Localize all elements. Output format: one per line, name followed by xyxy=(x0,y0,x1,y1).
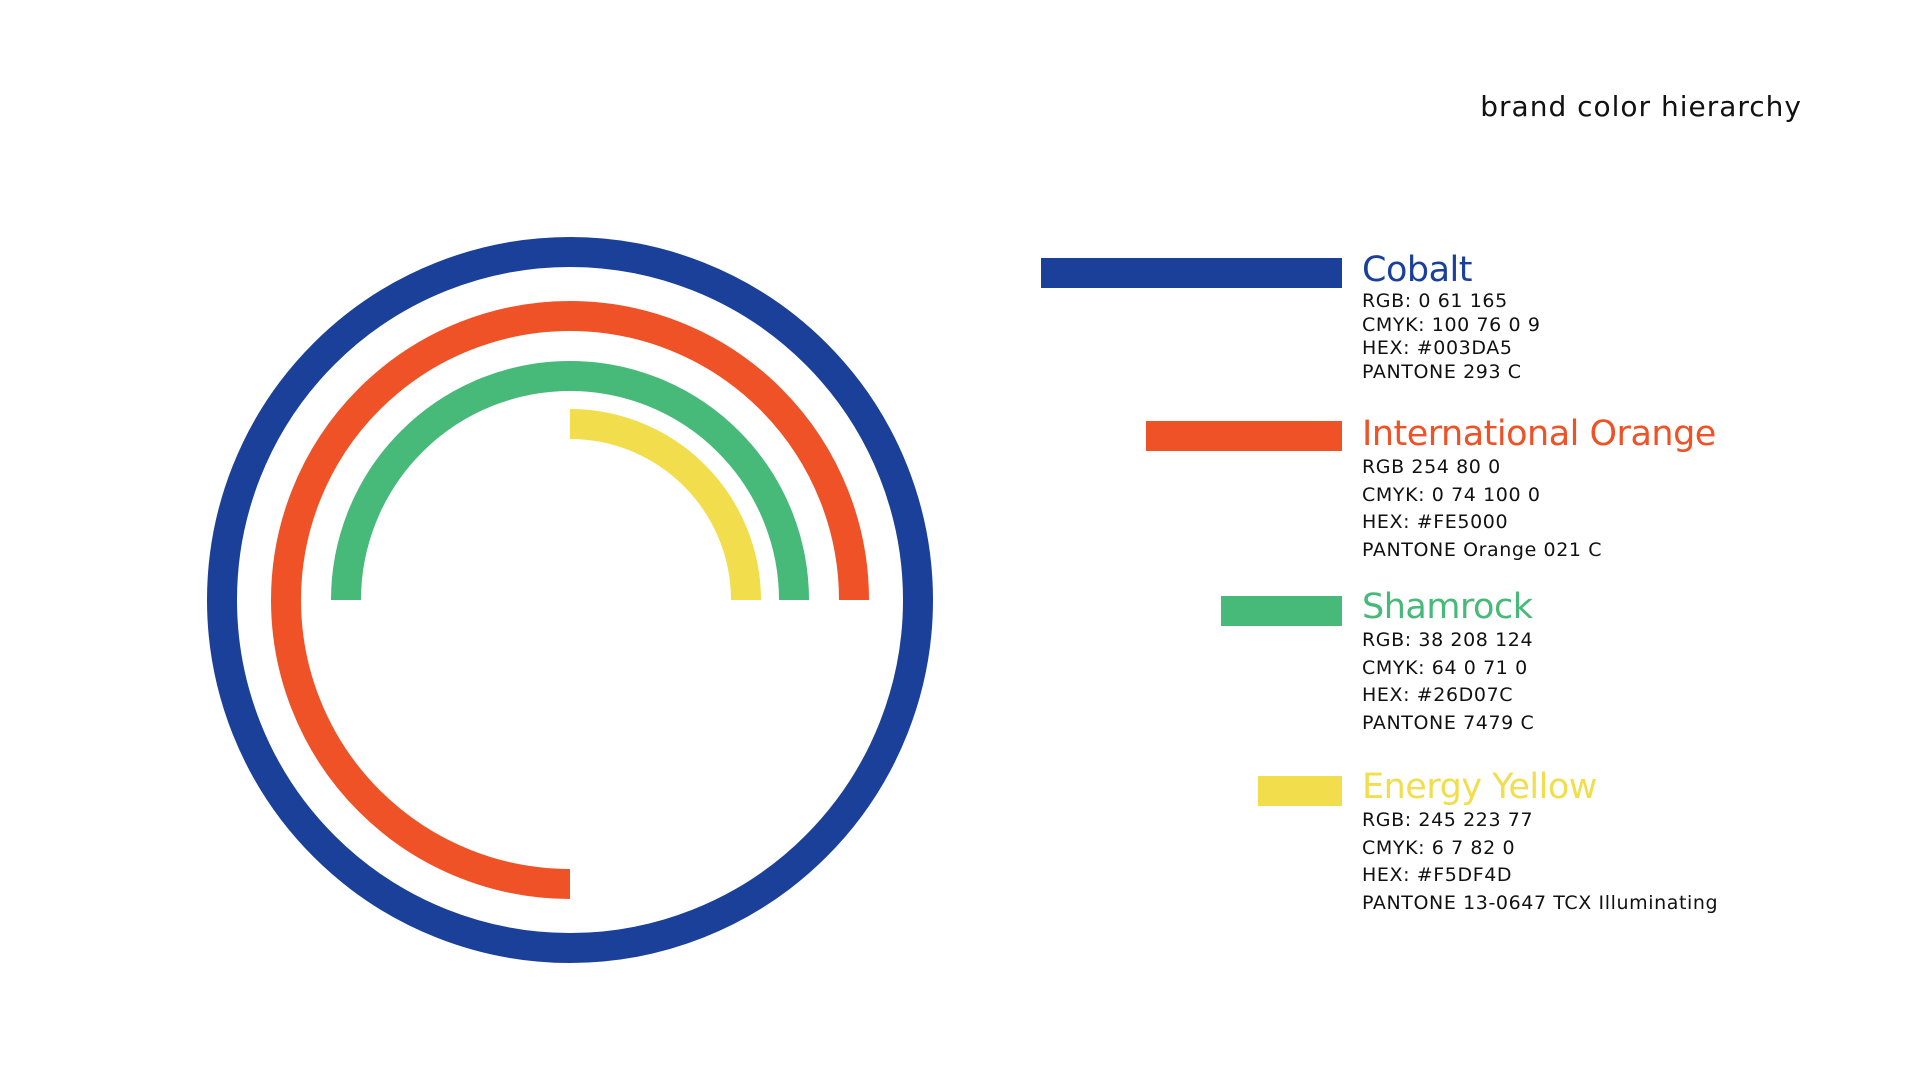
color-hierarchy-rings xyxy=(207,237,933,963)
page-title: brand color hierarchy xyxy=(1480,90,1802,123)
shamrock-swatch xyxy=(1221,596,1342,626)
yellow-pantone: PANTONE 13-0647 TCX Illuminating xyxy=(1362,891,1719,914)
shamrock-color-block: Shamrock RGB: 38 208 124 CMYK: 64 0 71 0… xyxy=(1362,587,1534,737)
cobalt-cmyk: CMYK: 100 76 0 9 xyxy=(1362,313,1541,336)
cobalt-hex: HEX: #003DA5 xyxy=(1362,337,1513,359)
yellow-swatch xyxy=(1258,776,1342,806)
orange-name: International Orange xyxy=(1362,414,1716,454)
orange-cmyk: CMYK: 0 74 100 0 xyxy=(1362,483,1541,506)
shamrock-hex: HEX: #26D07C xyxy=(1362,684,1514,706)
yellow-name: Energy Yellow xyxy=(1362,767,1597,807)
orange-arc xyxy=(270,301,869,899)
orange-swatch xyxy=(1146,421,1342,451)
cobalt-pantone: PANTONE 293 C xyxy=(1362,360,1522,383)
yellow-color-block: Energy Yellow RGB: 245 223 77 CMYK: 6 7 … xyxy=(1362,767,1718,917)
yellow-rgb: RGB: 245 223 77 xyxy=(1362,809,1534,831)
orange-pantone: PANTONE Orange 021 C xyxy=(1362,538,1603,561)
cobalt-swatch xyxy=(1041,258,1342,288)
cobalt-color-block: Cobalt RGB: 0 61 165 CMYK: 100 76 0 9 HE… xyxy=(1362,250,1541,384)
orange-color-block: International Orange RGB 254 80 0 CMYK: … xyxy=(1362,414,1716,564)
yellow-cmyk: CMYK: 6 7 82 0 xyxy=(1362,836,1516,859)
shamrock-cmyk: CMYK: 64 0 71 0 xyxy=(1362,656,1528,679)
cobalt-ring xyxy=(207,237,933,963)
yellow-arc xyxy=(569,409,761,601)
shamrock-pantone: PANTONE 7479 C xyxy=(1362,711,1535,734)
shamrock-rgb: RGB: 38 208 124 xyxy=(1362,629,1534,651)
shamrock-name: Shamrock xyxy=(1362,587,1533,627)
shamrock-arc xyxy=(331,361,809,601)
yellow-hex: HEX: #F5DF4D xyxy=(1362,864,1513,886)
orange-hex: HEX: #FE5000 xyxy=(1362,511,1509,533)
cobalt-rgb: RGB: 0 61 165 xyxy=(1362,290,1508,312)
orange-rgb: RGB 254 80 0 xyxy=(1362,456,1501,478)
cobalt-name: Cobalt xyxy=(1362,250,1472,290)
